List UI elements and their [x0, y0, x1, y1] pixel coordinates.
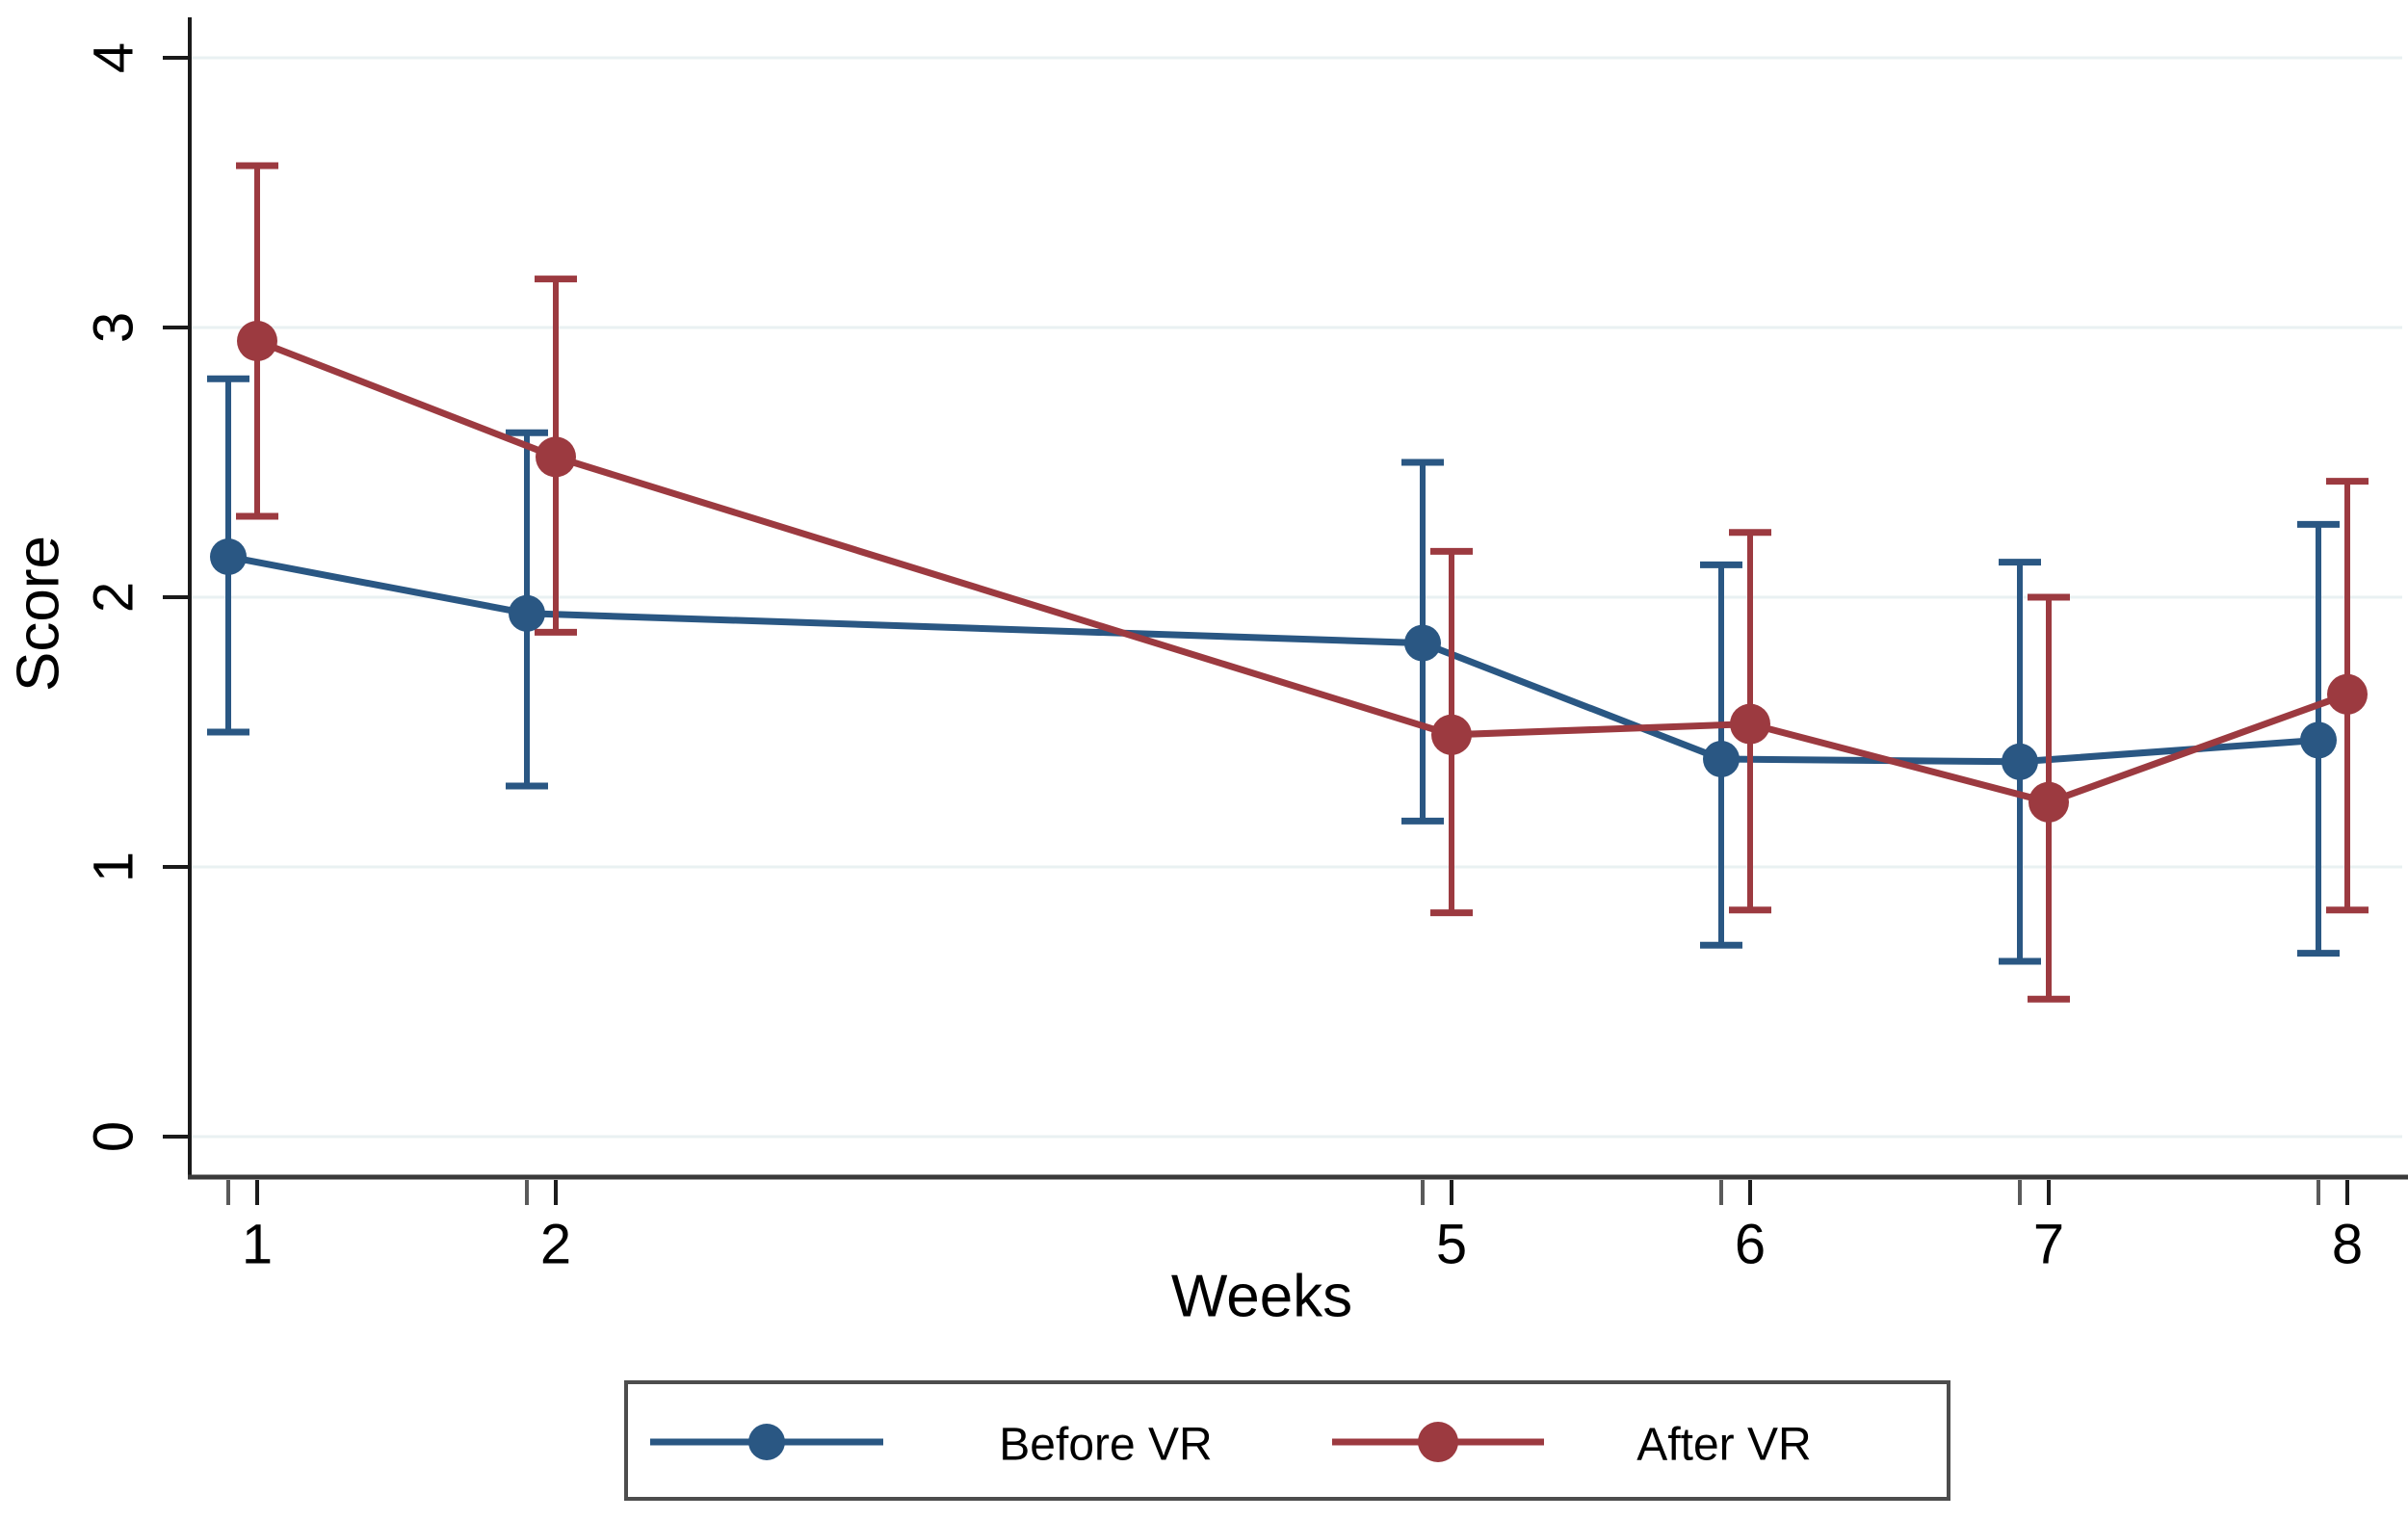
legend-key-after-vr [1332, 1422, 1544, 1462]
legend-marker-before [748, 1424, 785, 1460]
data-point-week-8 [2327, 673, 2368, 715]
data-point-week-5 [1431, 714, 1472, 755]
legend-label-before-vr: Before VR [999, 1420, 1212, 1471]
x-tick-label-7: 7 [2033, 1214, 2064, 1276]
data-point-week-2 [509, 594, 545, 632]
y-tick-label-1: 1 [83, 852, 145, 882]
series [207, 162, 2369, 1003]
y-axis-title: Score [6, 536, 72, 692]
y-tick-label-2: 2 [83, 582, 145, 613]
x-tick-label-6: 6 [1735, 1214, 1766, 1276]
data-point-week-1 [210, 538, 247, 575]
x-tick-label-1: 1 [242, 1214, 273, 1276]
axes: 0 1 2 3 4 1 2 5 6 7 8 [83, 17, 2408, 1276]
markers-before-vr [210, 538, 2337, 780]
legend: Before VR After VR [624, 1380, 1950, 1501]
data-point-week-6 [1730, 703, 1770, 745]
trend-line [255, 337, 2349, 806]
trend-line [227, 553, 2319, 766]
x-tick-label-2: 2 [540, 1214, 571, 1276]
legend-label-after-vr: After VR [1636, 1420, 1811, 1471]
legend-marker-after [1418, 1422, 1458, 1462]
data-point-week-8 [2300, 721, 2337, 759]
data-point-week-5 [1404, 624, 1441, 662]
legend-box [624, 1380, 1950, 1501]
markers-after-vr [237, 321, 2368, 823]
series-before-vr [207, 375, 2340, 965]
x-axis-title: Weeks [1171, 1264, 1352, 1330]
series-after-vr [236, 162, 2369, 1003]
data-point-week-7 [2002, 743, 2038, 780]
legend-key-before-vr [650, 1424, 883, 1460]
y-tick-label-3: 3 [83, 312, 145, 343]
x-tick-label-8: 8 [2332, 1214, 2363, 1276]
data-point-week-6 [1703, 741, 1740, 777]
data-point-week-7 [2028, 781, 2069, 823]
y-tick-label-0: 0 [83, 1121, 145, 1152]
y-tick-label-4: 4 [83, 42, 145, 73]
data-point-week-1 [237, 321, 277, 361]
x-tick-label-5: 5 [1436, 1214, 1467, 1276]
data-point-week-2 [536, 436, 576, 478]
